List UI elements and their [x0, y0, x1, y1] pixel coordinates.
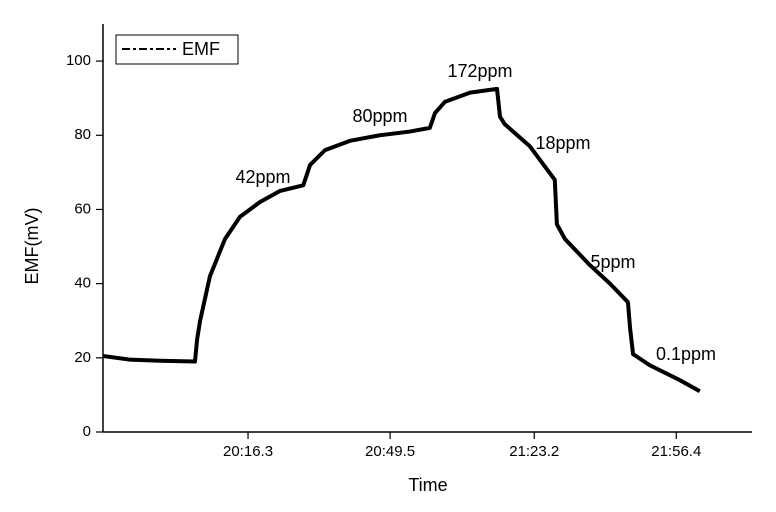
annotation: 42ppm: [235, 167, 290, 187]
y-tick-label: 0: [83, 423, 91, 440]
x-axis-label: Time: [408, 475, 447, 495]
y-tick-label: 60: [74, 200, 91, 217]
legend-label: EMF: [182, 39, 220, 59]
annotation: 5ppm: [590, 252, 635, 272]
annotation: 172ppm: [447, 61, 512, 81]
line: [102, 86, 701, 393]
legend-box: [115, 34, 239, 65]
annotation: 80ppm: [352, 106, 407, 126]
x-tick-label: 21:56.4: [651, 443, 701, 460]
y-tick-label: 20: [74, 349, 91, 366]
y-tick-label: 80: [74, 126, 91, 143]
annotation: 18ppm: [535, 133, 590, 153]
x-tick-label: 21:23.2: [509, 443, 559, 460]
y-tick-label: 100: [66, 52, 91, 69]
y-axis-label: EMF(mV): [22, 208, 42, 285]
y-tick-label: 40: [74, 275, 91, 292]
x-tick-label: 20:16.3: [223, 443, 273, 460]
x-tick-label: 20:49.5: [365, 443, 415, 460]
annotation: 0.1ppm: [656, 344, 716, 364]
